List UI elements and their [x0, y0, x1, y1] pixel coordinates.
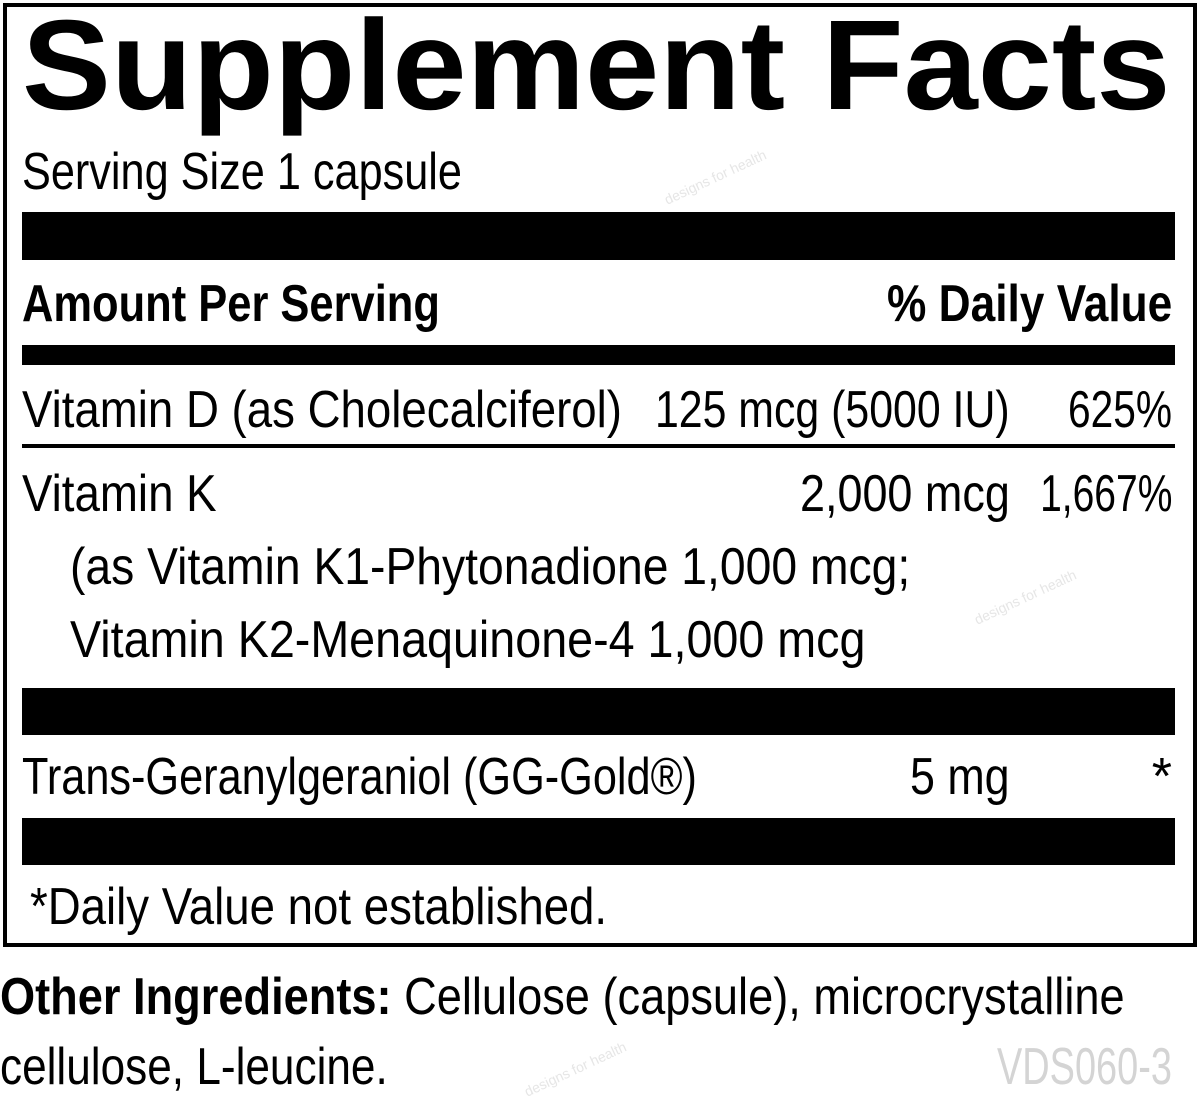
watermark: designs for health [521, 1038, 629, 1100]
nutrient-dv: 625% [1068, 381, 1172, 439]
amount-per-serving-header: Amount Per Serving [22, 275, 440, 333]
divider-bar [22, 212, 1175, 260]
other-ingredients-continued: cellulose, L-leucine. [0, 1038, 388, 1096]
footnote: *Daily Value not established. [30, 878, 608, 936]
supplement-facts-panel [3, 3, 1197, 947]
daily-value-header: % Daily Value [886, 275, 1172, 333]
other-ingredients-text: Cellulose (capsule), microcrystalline [391, 968, 1125, 1026]
divider-line [22, 444, 1175, 448]
nutrient-subtext: (as Vitamin K1-Phytonadione 1,000 mcg; [70, 538, 911, 596]
nutrient-subtext: Vitamin K2-Menaquinone-4 1,000 mcg [70, 611, 866, 669]
other-ingredients-label: Other Ingredients: [0, 968, 392, 1026]
divider-bar [22, 345, 1175, 365]
panel-title: Supplement Facts [22, 0, 1171, 137]
other-ingredients: Other Ingredients: Cellulose (capsule), … [0, 971, 1125, 1023]
nutrient-name: Vitamin D (as Cholecalciferol) [22, 381, 622, 439]
nutrient-name: Trans-Geranylgeraniol (GG-Gold®) [22, 748, 697, 806]
serving-size: Serving Size 1 capsule [22, 143, 462, 201]
divider-bar [22, 818, 1175, 865]
nutrient-name: Vitamin K [22, 465, 217, 523]
nutrient-amount: 2,000 mcg [800, 465, 1010, 523]
nutrient-dv: * [1151, 748, 1172, 806]
nutrient-amount: 5 mg [910, 748, 1010, 806]
divider-bar [22, 688, 1175, 735]
nutrient-dv: 1,667% [1039, 465, 1172, 523]
product-code: VDS060-3 [997, 1038, 1172, 1096]
nutrient-amount: 125 mcg (5000 IU) [655, 381, 1010, 439]
